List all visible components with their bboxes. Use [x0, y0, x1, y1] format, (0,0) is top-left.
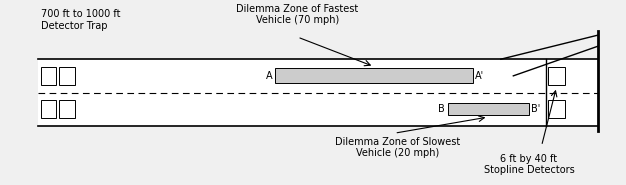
Text: A: A	[266, 71, 273, 81]
Bar	[548, 67, 565, 85]
Text: 700 ft to 1000 ft
Detector Trap: 700 ft to 1000 ft Detector Trap	[41, 9, 120, 31]
Bar	[59, 100, 75, 118]
Text: B': B'	[531, 104, 540, 114]
Text: A': A'	[475, 71, 484, 81]
Text: Dilemma Zone of Slowest
Vehicle (20 mph): Dilemma Zone of Slowest Vehicle (20 mph)	[335, 137, 460, 159]
Bar	[448, 103, 529, 115]
Bar	[41, 67, 56, 85]
Bar	[38, 59, 598, 126]
Bar	[59, 67, 75, 85]
Text: Dilemma Zone of Fastest
Vehicle (70 mph): Dilemma Zone of Fastest Vehicle (70 mph)	[236, 4, 359, 25]
Text: B: B	[438, 104, 445, 114]
Text: 6 ft by 40 ft
Stopline Detectors: 6 ft by 40 ft Stopline Detectors	[484, 154, 574, 175]
Bar	[41, 100, 56, 118]
Bar	[548, 100, 565, 118]
Bar	[275, 68, 473, 83]
